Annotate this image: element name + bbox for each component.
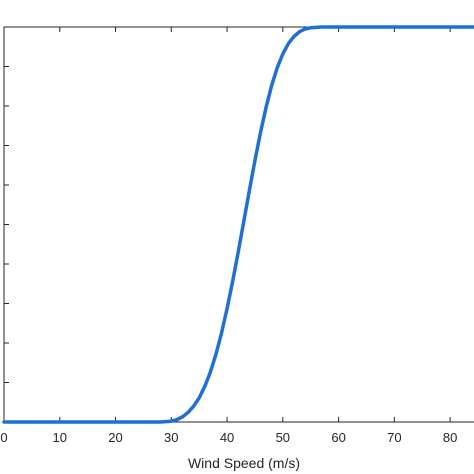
- x-tick-label-60: 60: [331, 430, 345, 445]
- x-tick-label-40: 40: [220, 430, 234, 445]
- x-tick-label-20: 20: [108, 430, 122, 445]
- x-tick-label-30: 30: [164, 430, 178, 445]
- x-axis-label: Wind Speed (m/s): [188, 455, 300, 471]
- plot-area: [3, 26, 474, 423]
- x-tick-label-80: 80: [443, 430, 457, 445]
- y-ticks: [4, 26, 9, 423]
- series-layer: [2, 25, 474, 424]
- x-ticks: 0 10 20 30 40 50 60 70 80: [0, 27, 457, 445]
- plot-frame: [3, 26, 474, 423]
- x-tick-label-0: 0: [0, 430, 7, 445]
- x-tick-label-10: 10: [53, 430, 67, 445]
- x-tick-label-70: 70: [387, 430, 401, 445]
- x-tick-label-50: 50: [276, 430, 290, 445]
- series-line-0: [2, 25, 474, 424]
